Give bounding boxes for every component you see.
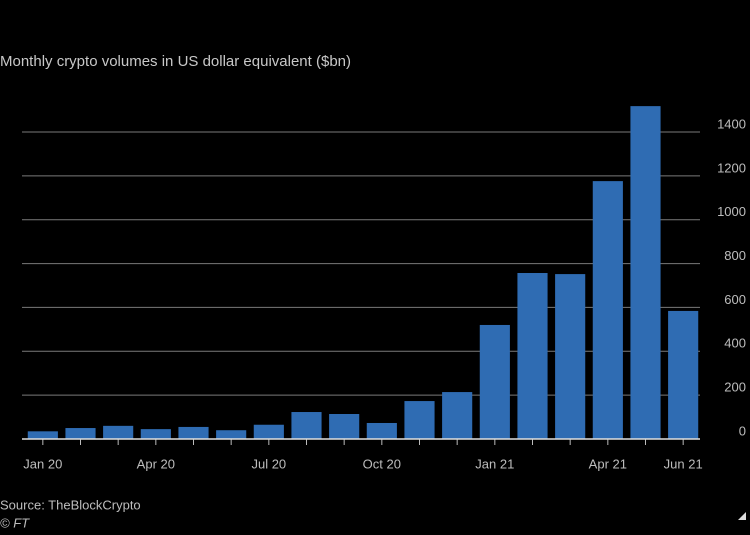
x-tick-label: Jan 21 bbox=[475, 456, 514, 471]
credit: © FT bbox=[0, 515, 30, 530]
x-tick-label: Jul 20 bbox=[251, 456, 286, 471]
chart-title: Monthly crypto volumes in US dollar equi… bbox=[0, 53, 351, 70]
y-tick-label: 200 bbox=[724, 380, 746, 395]
bar bbox=[366, 422, 397, 439]
bar bbox=[140, 429, 171, 439]
source: Source: TheBlockCrypto bbox=[0, 497, 141, 512]
y-tick-label: 400 bbox=[724, 336, 746, 351]
bar bbox=[517, 273, 548, 439]
y-tick-label: 1200 bbox=[717, 160, 746, 175]
bar bbox=[555, 274, 586, 439]
bar bbox=[592, 181, 623, 439]
bar bbox=[216, 430, 247, 439]
bar bbox=[479, 324, 510, 439]
bar bbox=[668, 310, 699, 439]
x-tick-label: Apr 20 bbox=[137, 456, 175, 471]
bar bbox=[404, 401, 435, 439]
x-tick-label: Oct 20 bbox=[363, 456, 401, 471]
bar bbox=[630, 106, 661, 440]
y-tick-label: 800 bbox=[724, 248, 746, 263]
y-tick-label: 600 bbox=[724, 292, 746, 307]
corner-icon bbox=[738, 512, 746, 520]
bar bbox=[329, 414, 360, 439]
y-tick-label: 1000 bbox=[717, 204, 746, 219]
bar bbox=[253, 424, 284, 439]
y-tick-label: 0 bbox=[739, 423, 746, 438]
bar bbox=[103, 425, 134, 439]
x-tick-label: Jan 20 bbox=[23, 456, 62, 471]
x-tick-label: Apr 21 bbox=[589, 456, 627, 471]
bar bbox=[178, 426, 209, 439]
x-tick-label: Jun 21 bbox=[664, 456, 703, 471]
bar bbox=[65, 428, 96, 439]
bar bbox=[291, 412, 322, 439]
y-tick-label: 1400 bbox=[717, 116, 746, 131]
bar bbox=[27, 431, 58, 439]
bar bbox=[442, 392, 473, 439]
